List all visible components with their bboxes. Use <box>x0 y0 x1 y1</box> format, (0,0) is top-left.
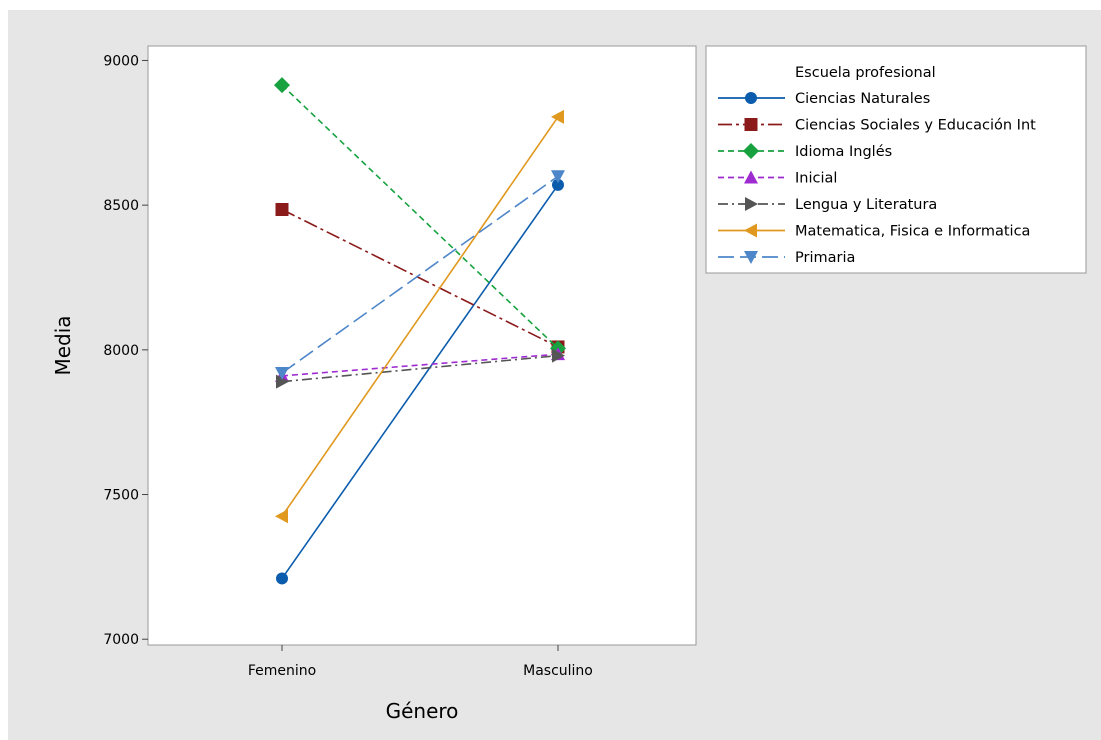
y-tick-label: 8500 <box>103 198 139 214</box>
legend-label: Lengua y Literatura <box>795 197 937 213</box>
series-line <box>281 353 559 377</box>
x-tick-label: Masculino <box>523 663 593 679</box>
legend-marker <box>744 170 758 184</box>
y-tick-label: 7000 <box>103 632 139 648</box>
legend-marker <box>744 251 758 264</box>
legend-item: Matematica, Fisica e Informatica <box>718 223 1030 240</box>
series-line <box>281 184 559 579</box>
data-point <box>275 202 289 216</box>
x-axis: Femenino Masculino <box>248 645 593 679</box>
legend-label: Inicial <box>795 171 837 187</box>
legend: Escuela profesional Ciencias Naturales Ci… <box>705 45 1087 274</box>
y-tick-label: 9000 <box>103 53 139 69</box>
y-tick-label: 7500 <box>103 488 139 504</box>
data-point <box>552 178 564 191</box>
legend-marker <box>745 92 757 104</box>
y-tick-label: 8000 <box>103 343 139 359</box>
data-point <box>275 509 288 524</box>
legend-label: Primaria <box>795 250 855 266</box>
data-point <box>274 77 290 94</box>
legend-title: Escuela profesional <box>795 65 936 81</box>
series-lengua-y-literatura <box>276 348 565 389</box>
y-axis-title: Media <box>51 315 75 375</box>
legend-label: Idioma Inglés <box>795 144 892 160</box>
x-axis-title: Género <box>386 699 459 723</box>
legend-label: Matematica, Fisica e Informatica <box>795 224 1030 240</box>
legend-marker <box>744 223 757 238</box>
data-point <box>276 374 289 389</box>
interaction-plot: 7000 7500 8000 8500 9000 Femenino Masculino G… <box>51 45 1087 723</box>
legend-marker <box>744 118 758 131</box>
legend-marker <box>743 143 759 159</box>
series-line <box>281 84 559 349</box>
series-line <box>281 354 559 383</box>
y-axis: 7000 7500 8000 8500 9000 <box>103 53 148 648</box>
data-point <box>552 348 565 363</box>
series-matematica-fisica-e-informatica <box>275 109 564 524</box>
data-point <box>276 572 288 585</box>
legend-marker <box>745 197 758 211</box>
chart-frame: 7000 7500 8000 8500 9000 Femenino Masculino G… <box>8 10 1101 740</box>
series-line <box>281 116 559 517</box>
legend-box <box>705 45 1087 274</box>
legend-item: Idioma Inglés <box>718 143 892 160</box>
legend-item: Ciencias Naturales <box>718 91 930 107</box>
series-layer <box>274 77 566 585</box>
legend-item: Inicial <box>718 170 837 187</box>
series-ciencias-naturales <box>276 178 564 585</box>
x-tick-label: Femenino <box>248 663 316 679</box>
legend-label: Ciencias Sociales y Educación Int <box>795 118 1036 134</box>
legend-item: Primaria <box>718 250 855 266</box>
data-point <box>275 366 289 380</box>
series-primaria <box>275 170 565 380</box>
legend-item: Lengua y Literatura <box>718 197 937 213</box>
legend-item: Ciencias Sociales y Educación Int <box>718 118 1036 134</box>
series-line <box>281 208 559 348</box>
plot-area <box>147 45 697 646</box>
legend-label: Ciencias Naturales <box>795 91 930 107</box>
data-point <box>551 109 564 124</box>
series-line <box>281 175 559 374</box>
data-point <box>551 170 565 184</box>
